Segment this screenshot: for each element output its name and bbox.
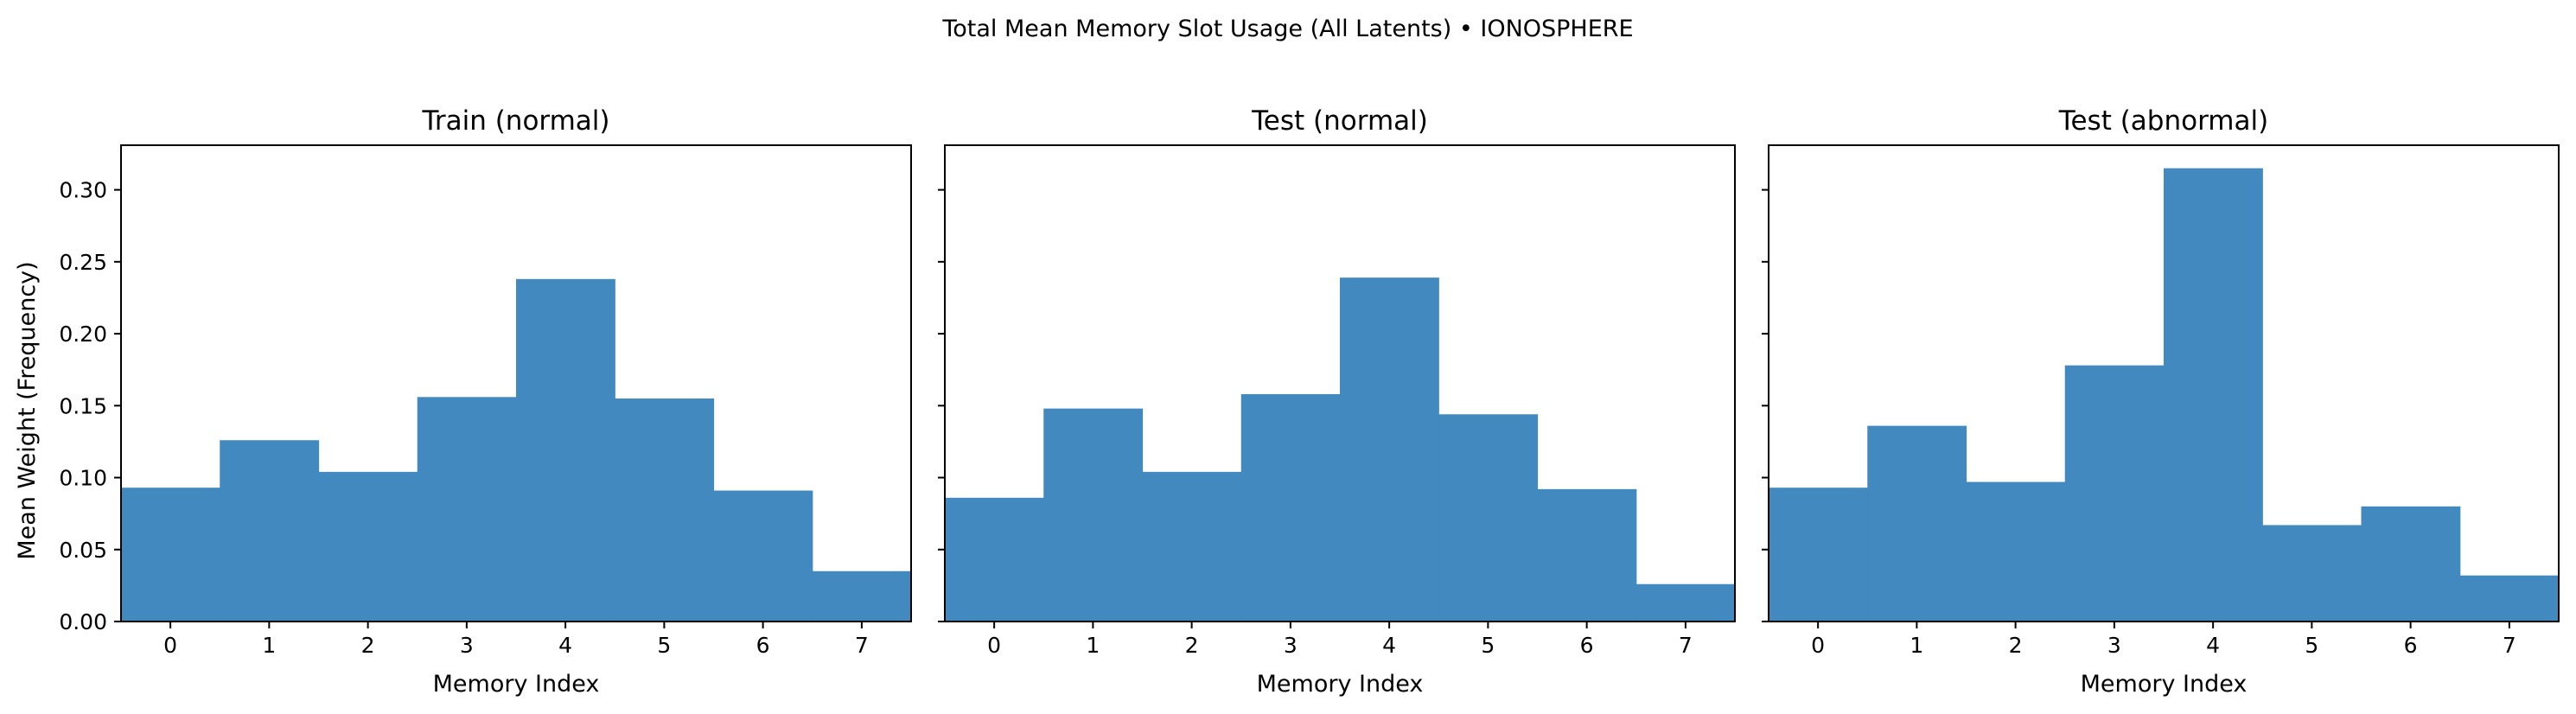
bar-3 — [2064, 365, 2165, 622]
bar-5 — [1438, 414, 1539, 622]
x-tick-label: 3 — [2107, 633, 2121, 658]
bar-4 — [516, 278, 615, 622]
axes-frame — [120, 144, 912, 622]
y-tick-label: 0.30 — [59, 178, 107, 203]
axes-frame — [944, 144, 1736, 622]
x-tick-label: 0 — [163, 633, 177, 658]
y-tick-label: 0.00 — [59, 609, 107, 634]
subplot-title: Train (normal) — [421, 105, 609, 137]
x-tick-label: 7 — [1679, 633, 1693, 658]
x-tick-label: 1 — [1910, 633, 1923, 658]
bar-0 — [945, 497, 1044, 622]
bar-4 — [2164, 168, 2263, 622]
x-tick-label: 7 — [855, 633, 869, 658]
y-tick-label: 0.25 — [59, 250, 107, 275]
bar-2 — [318, 471, 418, 622]
bar-2 — [1142, 471, 1242, 622]
bar-3 — [417, 397, 517, 622]
x-tick-label: 6 — [756, 633, 770, 658]
y-tick-label: 0.15 — [59, 393, 107, 418]
bar-2 — [1966, 481, 2066, 622]
bar-5 — [2262, 525, 2362, 622]
bar-7 — [2459, 575, 2560, 622]
x-axis-label: Memory Index — [433, 671, 600, 698]
x-tick-label: 7 — [2503, 633, 2516, 658]
subplot-1: 0 1 2 3 4 5 6 7 0.00 0.05 0.10 0.15 0.20 0.25 0.30 Trai… — [59, 105, 912, 698]
subplot-title: Test (normal) — [1251, 105, 1428, 137]
subplot-2: 0 1 2 3 4 5 6 7 Test (normal) Memory Index — [938, 105, 1736, 698]
x-tick-label: 2 — [1185, 633, 1199, 658]
figure-suptitle: Total Mean Memory Slot Usage (All Latent… — [941, 16, 1633, 42]
bar-7 — [1636, 583, 1736, 622]
x-tick-label: 6 — [2404, 633, 2418, 658]
bar-5 — [615, 398, 715, 622]
x-tick-label: 4 — [2206, 633, 2220, 658]
y-axis-label: Mean Weight (Frequency) — [14, 261, 41, 559]
x-tick-label: 2 — [361, 633, 375, 658]
subplot-3: 0 1 2 3 4 5 6 7 Test (abnormal) Memory Index — [1762, 105, 2560, 698]
x-tick-label: 0 — [987, 633, 1001, 658]
y-tick-label: 0.10 — [59, 466, 107, 491]
x-tick-label: 5 — [657, 633, 671, 658]
bar-6 — [713, 490, 813, 622]
x-tick-label: 5 — [1481, 633, 1495, 658]
x-axis-label: Memory Index — [2081, 671, 2248, 698]
x-tick-label: 1 — [1086, 633, 1100, 658]
bar-4 — [1340, 277, 1439, 622]
x-tick-label: 6 — [1580, 633, 1594, 658]
y-tick-label: 0.20 — [59, 322, 107, 347]
subplots: 0 1 2 3 4 5 6 7 0.00 0.05 0.10 0.15 0.20 0.25 0.30 Trai… — [59, 105, 2560, 698]
y-tick-label: 0.05 — [59, 538, 107, 563]
bar-0 — [121, 488, 220, 622]
x-tick-label: 3 — [460, 633, 474, 658]
bar-7 — [812, 571, 912, 622]
axes-frame — [1768, 144, 2560, 622]
x-tick-label: 0 — [1811, 633, 1825, 658]
bar-1 — [220, 440, 320, 622]
bar-3 — [1240, 393, 1341, 622]
x-axis-label: Memory Index — [1257, 671, 1424, 698]
bar-1 — [1867, 425, 1967, 622]
x-tick-label: 4 — [1382, 633, 1396, 658]
x-tick-label: 2 — [2009, 633, 2023, 658]
bar-0 — [1769, 488, 1868, 622]
subplot-title: Test (abnormal) — [2058, 105, 2268, 137]
x-tick-label: 5 — [2305, 633, 2318, 658]
x-tick-label: 3 — [1284, 633, 1298, 658]
x-tick-label: 1 — [262, 633, 276, 658]
x-tick-label: 4 — [558, 633, 572, 658]
bar-1 — [1043, 408, 1144, 622]
bar-6 — [2361, 506, 2461, 622]
bar-6 — [1537, 488, 1637, 622]
